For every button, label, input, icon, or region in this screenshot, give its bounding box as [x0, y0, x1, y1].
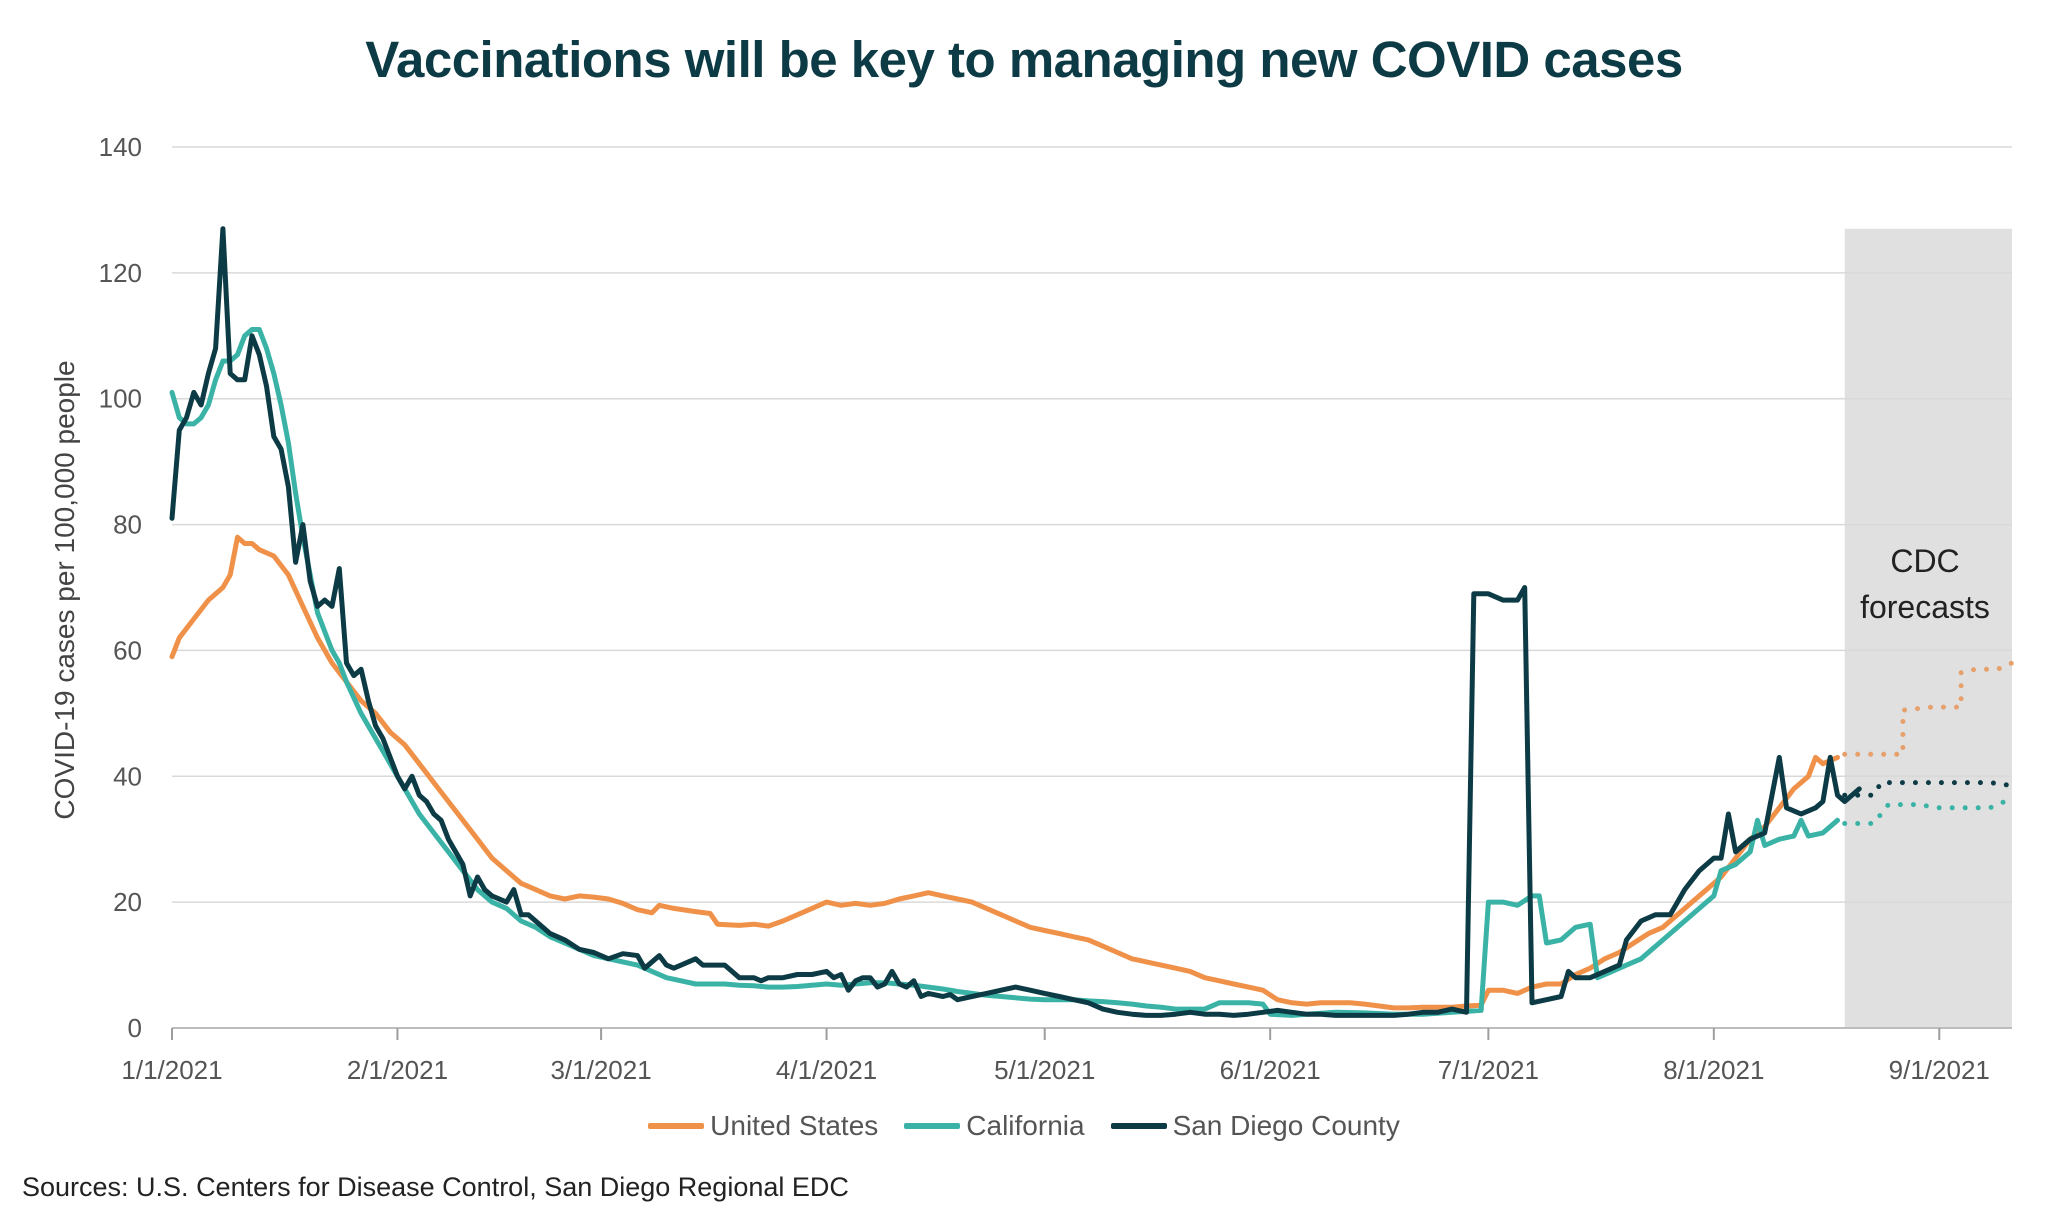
series-line-united-states [169, 534, 1840, 1011]
legend-swatch-san-diego-county [1110, 1123, 1167, 1129]
legend-label-california: California [966, 1110, 1085, 1141]
series-layer [169, 226, 1862, 1018]
forecast-label: CDC forecasts [1840, 538, 2010, 630]
legend: United States California San Diego Count… [0, 1110, 2048, 1142]
x-tick-label: 5/1/2021 [994, 1055, 1095, 1085]
x-tick-label: 1/1/2021 [121, 1055, 222, 1085]
x-tick-label: 4/1/2021 [776, 1055, 877, 1085]
legend-label-san-diego-county: San Diego County [1172, 1110, 1400, 1141]
gridlines-layer [171, 146, 2012, 1040]
y-tick-label: 100 [99, 384, 142, 414]
chart-title: Vaccinations will be key to managing new… [365, 31, 1683, 88]
legend-label-united-states: United States [710, 1110, 879, 1141]
y-tick-label: 0 [128, 1013, 142, 1043]
legend-swatch-california [904, 1123, 961, 1129]
y-tick-label: 20 [113, 887, 142, 917]
tick-labels-layer: 0 20 40 60 80 100 120 140 1/1/2021 2/1/2021 3/1/20… [99, 132, 1990, 1085]
x-tick-label: 8/1/2021 [1663, 1055, 1764, 1085]
forecast-label-line-1: CDC [1890, 543, 1960, 579]
y-tick-label: 140 [99, 132, 142, 162]
forecast-label-line-2: forecasts [1860, 589, 1990, 625]
legend-item-california[interactable]: California [904, 1110, 1085, 1142]
y-tick-label: 120 [99, 258, 142, 288]
forecast-line-california [1842, 795, 2015, 826]
legend-item-united-states[interactable]: United States [648, 1110, 878, 1142]
y-tick-label: 60 [113, 635, 142, 665]
y-axis-label: COVID-19 cases per 100,000 people [49, 360, 80, 819]
x-tick-label: 6/1/2021 [1220, 1055, 1321, 1085]
y-tick-label: 80 [113, 510, 142, 540]
forecast-line-united-states [1842, 660, 2015, 757]
source-note: Sources: U.S. Centers for Disease Contro… [22, 1172, 849, 1202]
y-tick-label: 40 [113, 761, 142, 791]
series-line-san-diego-county [169, 226, 1862, 1018]
x-tick-label: 3/1/2021 [550, 1055, 651, 1085]
x-tick-label: 2/1/2021 [347, 1055, 448, 1085]
x-tick-label: 9/1/2021 [1889, 1055, 1990, 1085]
legend-item-san-diego-county[interactable]: San Diego County [1110, 1110, 1400, 1142]
legend-swatch-united-states [648, 1123, 705, 1129]
forecast-lines-layer [1842, 660, 2015, 826]
series-line-california [169, 327, 1840, 1018]
forecast-region-layer [1844, 228, 2012, 1029]
x-tick-label: 7/1/2021 [1438, 1055, 1539, 1085]
forecast-region [1844, 228, 2012, 1029]
